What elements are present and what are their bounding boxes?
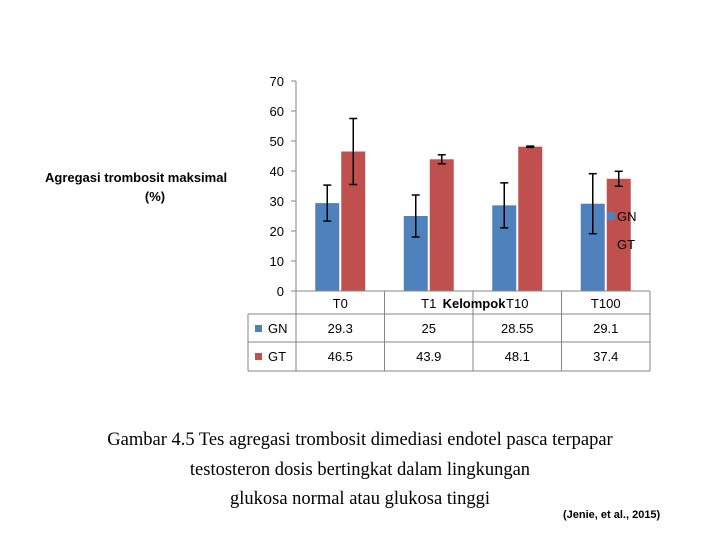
y-tick-label: 10 [270,254,284,269]
caption-line-1: Gambar 4.5 Tes agregasi trombosit dimedi… [107,430,613,450]
table-legend-key-gt [255,353,262,360]
table-cell-value: 29.3 [328,321,353,336]
y-tick-label: 30 [270,194,284,209]
y-tick-label: 60 [270,104,284,119]
bar-gt [518,146,543,291]
bar-chart: 0 10 20 30 40 50 60 70 Agregasi trombosit maksim… [45,74,651,372]
y-tick-label: 70 [270,74,284,89]
table-cell-value: 28.55 [501,321,534,336]
legend-swatch-gt [607,240,615,248]
y-tick-label: 50 [270,134,284,149]
x-tick-label: T10 [506,296,528,311]
x-tick-label: T1 [421,296,436,311]
table-cell-value: 29.1 [593,321,618,336]
x-tick-label: T100 [591,296,621,311]
legend-label: GN [617,209,637,224]
bar-gt [429,159,454,291]
legend-label: GT [617,237,635,252]
table-series-label: GN [268,321,288,336]
y-tick-label: 0 [277,284,284,299]
table-cell-value: 48.1 [505,349,530,364]
table-cell-value: 43.9 [416,349,441,364]
table-series-label: GT [268,349,286,364]
table-legend-key-gn [255,325,262,332]
citation: (Jenie, et al., 2015) [563,509,661,521]
x-tick-label: T0 [333,296,348,311]
legend-swatch-gn [607,212,615,220]
caption-line-2: testosteron dosis bertingkat dalam lingk… [189,460,531,480]
y-axis-title-line1: Agregasi trombosit maksimal [45,170,227,185]
table-cell-value: 37.4 [593,349,618,364]
table-cell-value: 25 [422,321,436,336]
y-tick-label: 40 [270,164,284,179]
table-cell-value: 46.5 [328,349,353,364]
caption-line-3: glukosa normal atau glukosa tinggi [230,489,490,509]
y-axis-title-line2: (%) [145,189,165,204]
bar-gt [606,178,631,291]
y-tick-label: 20 [270,224,284,239]
x-axis-title: Kelompok [443,296,507,311]
